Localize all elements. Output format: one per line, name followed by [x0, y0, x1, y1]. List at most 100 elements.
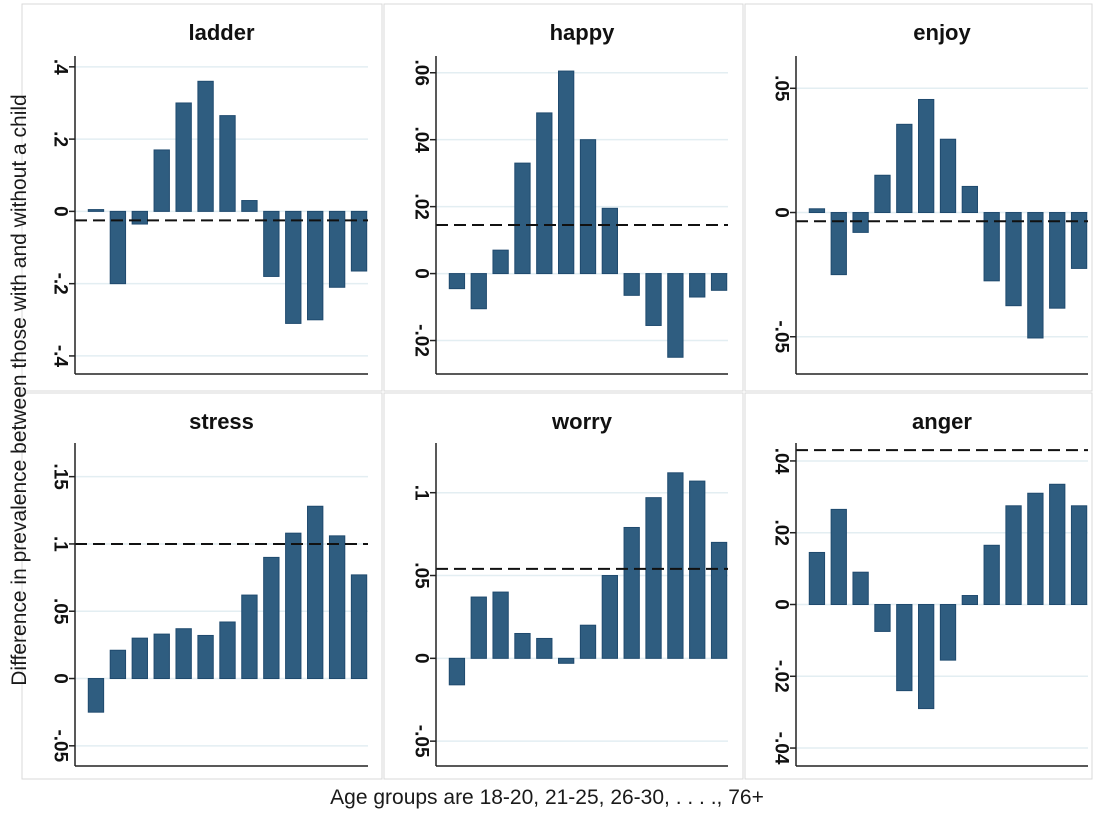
bar	[241, 200, 258, 212]
y-tick-label: 0	[410, 653, 431, 664]
bar	[307, 210, 324, 321]
bar	[579, 624, 597, 659]
bar	[852, 212, 869, 233]
bar	[896, 604, 913, 692]
panel-border	[21, 392, 383, 780]
bar	[514, 632, 531, 659]
y-tick-label: -.02	[410, 324, 431, 357]
panel-border	[744, 392, 1093, 780]
bar	[197, 634, 214, 680]
panel-enjoy: enjoy .05 0 -.05	[744, 3, 1093, 392]
bar	[328, 535, 346, 680]
bar	[131, 637, 148, 680]
y-tick-label: -.02	[770, 660, 791, 693]
panel-stress: stress .15 .1 .05 0 -.05	[21, 392, 383, 780]
y-tick-label: .02	[770, 520, 791, 546]
bar	[470, 273, 487, 310]
y-tick-label: -.05	[770, 320, 791, 353]
y-tick-label: 0	[410, 268, 431, 279]
bar	[448, 657, 466, 686]
bar	[350, 210, 368, 272]
panel-happy: happy .06 .04 .02 0 -.02	[383, 3, 744, 392]
panel-ladder: ladder .4 .2 0 -.2 -.4	[21, 3, 383, 392]
bar	[307, 505, 324, 680]
panel-title: worry	[551, 409, 613, 434]
bar	[448, 273, 466, 290]
bar	[536, 637, 553, 659]
bar	[285, 532, 302, 680]
panel-title: happy	[550, 20, 616, 45]
panel-anger: anger .04 .02 0 -.02 -.04	[744, 392, 1093, 780]
bar	[710, 541, 728, 659]
y-tick-label: .05	[770, 75, 791, 102]
bar	[830, 212, 847, 276]
bar	[492, 249, 509, 275]
y-tick-label: 0	[49, 673, 70, 684]
bar	[1049, 212, 1066, 309]
bar	[667, 472, 684, 659]
panel-worry: worry .1 .05 0 -.05	[383, 392, 744, 780]
bar	[153, 633, 170, 680]
panel-title: anger	[912, 409, 972, 434]
bar	[710, 273, 728, 291]
bar	[87, 678, 105, 713]
panel-title: enjoy	[913, 20, 971, 45]
bar	[109, 210, 127, 285]
panel-border	[21, 3, 383, 392]
bar	[852, 571, 869, 606]
bar	[197, 80, 214, 212]
panel-border	[744, 3, 1093, 392]
bar	[328, 210, 346, 288]
bar	[874, 174, 891, 214]
y-tick-label: -.04	[770, 732, 791, 765]
y-tick-label: .05	[410, 562, 431, 589]
bar	[808, 551, 826, 606]
y-tick-label: .04	[410, 126, 431, 153]
bar	[1049, 483, 1066, 605]
bar	[492, 591, 509, 659]
bar	[601, 207, 618, 275]
bar	[1005, 212, 1022, 307]
y-tick-label: .04	[770, 448, 791, 475]
y-tick-label: -.05	[49, 729, 70, 762]
bar	[285, 210, 302, 324]
y-tick-label: 0	[770, 599, 791, 610]
bar	[874, 604, 891, 632]
bar	[918, 98, 935, 214]
bar	[263, 210, 280, 277]
bar	[219, 115, 236, 212]
y-tick-label: .1	[410, 485, 431, 501]
bar	[219, 621, 236, 680]
y-tick-label: -.05	[410, 725, 431, 758]
y-tick-label: .15	[49, 463, 70, 490]
bar	[175, 102, 192, 212]
bar	[514, 162, 531, 275]
bar	[131, 210, 148, 225]
y-tick-label: 0	[49, 206, 70, 217]
bar	[87, 209, 105, 212]
bar	[645, 273, 662, 326]
bar	[1070, 505, 1088, 605]
x-axis-label: Age groups are 18-20, 21-25, 26-30, . . …	[330, 786, 764, 809]
y-tick-label: .06	[410, 60, 431, 86]
bar	[1027, 492, 1044, 605]
bar	[470, 596, 487, 659]
panel-title: stress	[189, 409, 254, 434]
bar	[109, 649, 127, 680]
bar	[830, 508, 847, 605]
bar	[939, 604, 957, 661]
panel-border	[383, 3, 744, 392]
bar	[939, 138, 957, 214]
y-tick-label: 0	[770, 207, 791, 218]
bar	[579, 139, 597, 275]
bar	[667, 273, 684, 358]
bar	[918, 604, 935, 710]
y-axis-label: Difference in prevalence between those w…	[0, 0, 40, 780]
y-tick-label: -.2	[49, 273, 70, 295]
bar	[983, 544, 1000, 605]
y-tick-label: -.4	[49, 345, 70, 368]
y-tick-label: .4	[49, 59, 70, 75]
bar	[1070, 212, 1088, 269]
bar	[558, 657, 575, 664]
